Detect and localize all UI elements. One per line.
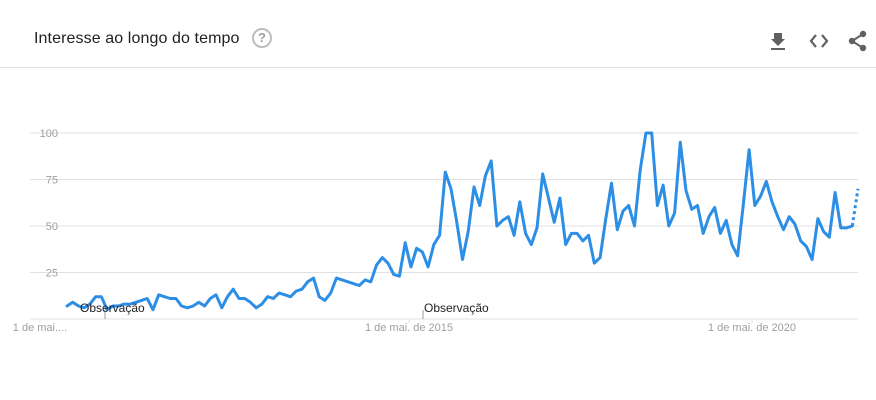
chart-area: 25 50 75 100 1 de mai.... 1 de mai. de 2015 1 … <box>0 68 876 400</box>
help-circle-icon[interactable]: ? <box>252 28 272 48</box>
series-line <box>65 131 854 312</box>
card-title: Interesse ao longo do tempo <box>34 30 240 47</box>
download-icon[interactable] <box>767 30 789 52</box>
y-tick-label: 25 <box>46 268 58 280</box>
annotation-label: Observação <box>80 301 145 315</box>
x-tick-label: 1 de mai. de 2015 <box>365 322 453 334</box>
x-tick-label: 1 de mai.... <box>13 322 67 334</box>
code-embed-icon[interactable] <box>808 30 830 52</box>
line-chart: 25 50 75 100 1 de mai.... 1 de mai. de 2015 1 … <box>13 128 860 334</box>
y-tick-label: 100 <box>40 128 58 140</box>
series-line-partial <box>850 188 860 227</box>
share-icon[interactable] <box>847 30 869 52</box>
card-header: Interesse ao longo do tempo ? <box>0 0 876 68</box>
y-tick-label: 75 <box>46 175 58 187</box>
x-tick-label: 1 de mai. de 2020 <box>708 322 796 334</box>
y-tick-label: 50 <box>46 221 58 233</box>
annotation-label: Observação <box>424 301 489 315</box>
